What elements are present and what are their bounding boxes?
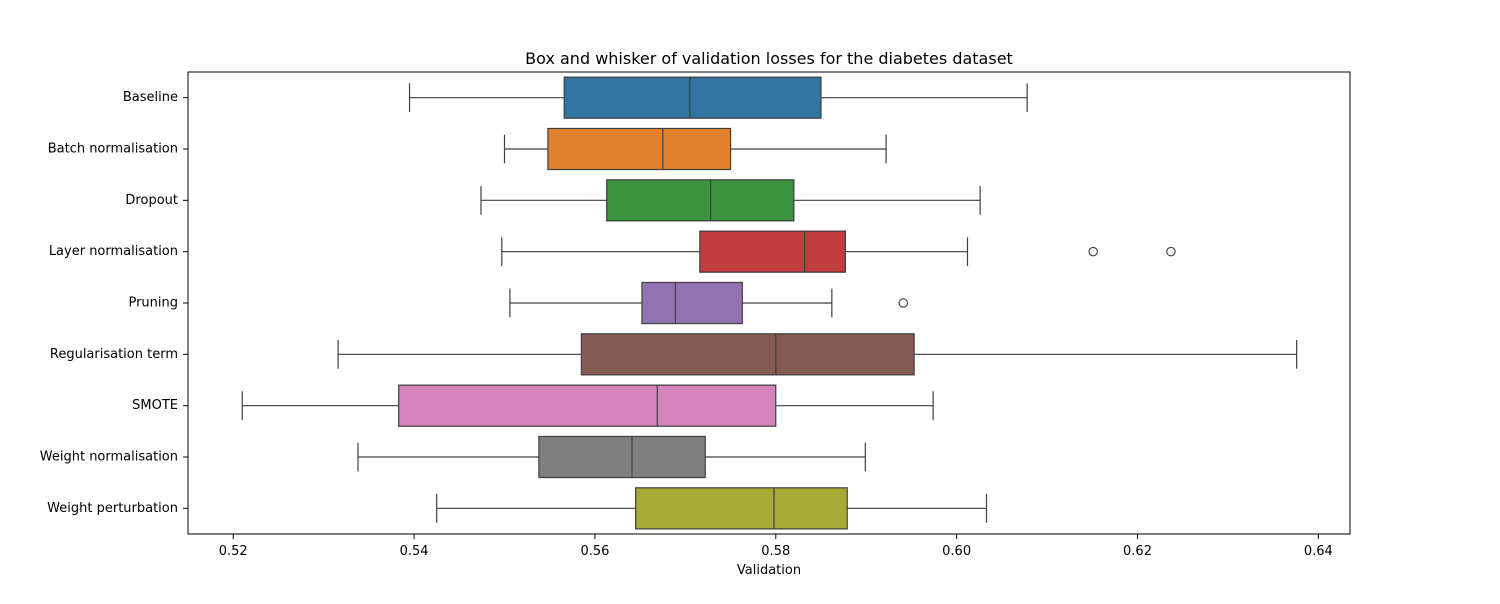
- x-tick-label: 0.58: [761, 544, 790, 559]
- y-tick-label: Layer normalisation: [49, 244, 178, 259]
- y-tick-label: Dropout: [125, 193, 178, 208]
- y-tick-label: Weight perturbation: [47, 501, 178, 516]
- iqr-box: [538, 435, 706, 479]
- box-group: [436, 487, 988, 530]
- box-group: [503, 127, 887, 171]
- outlier-point: [1088, 246, 1098, 257]
- y-axis-ticks: Baseline Batch normalisation Dropout Layer …: [40, 90, 188, 516]
- y-tick-label: Pruning: [128, 296, 178, 311]
- iqr-box: [580, 333, 915, 376]
- x-axis-label: Validation: [737, 563, 801, 578]
- box-group: [241, 384, 934, 427]
- iqr-box: [606, 179, 795, 222]
- plot-frame: [187, 71, 1351, 535]
- y-tick-label: Baseline: [123, 90, 178, 105]
- box-group: [408, 76, 1028, 119]
- box-group: [357, 435, 866, 479]
- y-tick-label: Batch normalisation: [48, 142, 178, 157]
- iqr-box: [563, 76, 822, 119]
- x-axis-ticks: 0.52 0.54 0.56 0.58 0.60 0.62 0.64: [219, 534, 1333, 559]
- box-group: [480, 179, 981, 222]
- y-tick-label: Regularisation term: [50, 347, 178, 362]
- x-tick-label: 0.62: [1123, 544, 1152, 559]
- box-group: [509, 281, 909, 325]
- y-tick-label: Weight normalisation: [40, 450, 178, 465]
- outlier-point: [1166, 246, 1176, 257]
- iqr-box: [398, 384, 777, 427]
- box-group: [337, 333, 1298, 376]
- iqr-box: [641, 281, 743, 325]
- x-tick-label: 0.64: [1304, 544, 1333, 559]
- boxes-layer: [241, 76, 1298, 530]
- chart-title: Box and whisker of validation losses for…: [525, 49, 1013, 68]
- x-tick-label: 0.54: [400, 544, 429, 559]
- iqr-box: [699, 230, 847, 273]
- box-group: [501, 230, 1176, 273]
- x-tick-label: 0.60: [942, 544, 971, 559]
- iqr-box: [635, 487, 848, 530]
- y-tick-label: SMOTE: [132, 398, 178, 413]
- outlier-point: [898, 298, 909, 308]
- x-tick-label: 0.52: [219, 544, 248, 559]
- x-tick-label: 0.56: [580, 544, 609, 559]
- iqr-box: [547, 127, 732, 171]
